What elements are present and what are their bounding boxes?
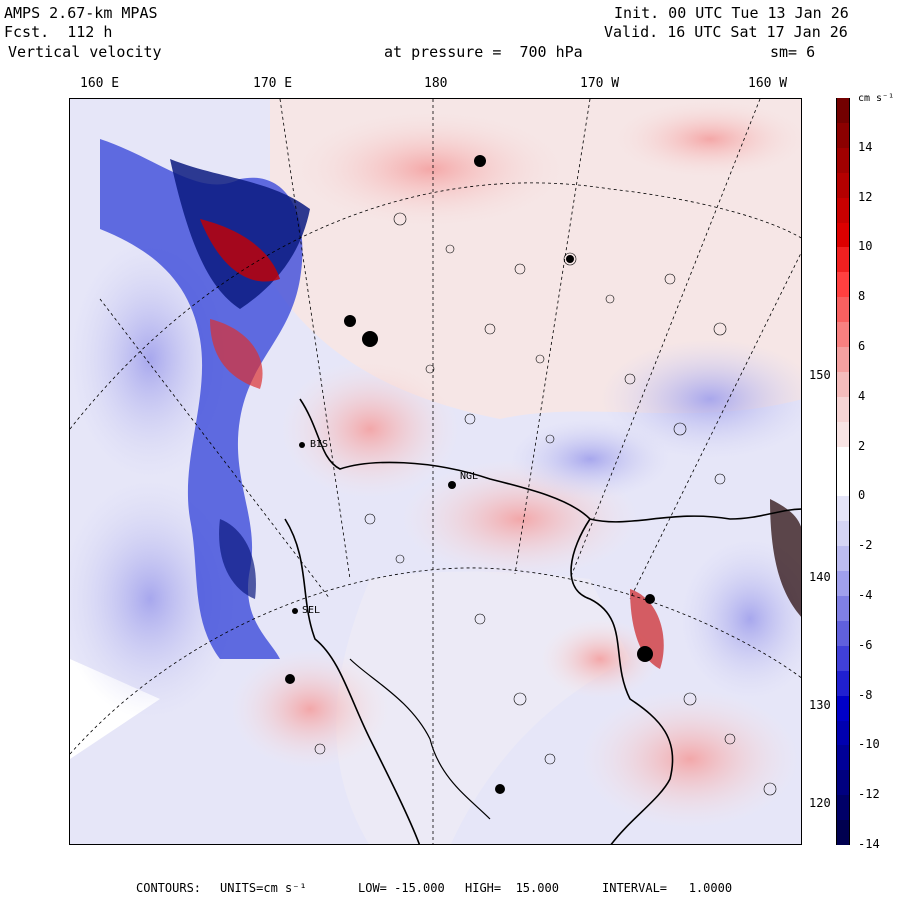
- red-patch: [540, 619, 660, 699]
- colorbar-tick-label: 8: [858, 289, 866, 304]
- colorbar-segment: [837, 396, 849, 423]
- colorbar-tick-label: -6: [858, 637, 873, 652]
- contour-blobs: [314, 212, 777, 796]
- red-core: [210, 319, 263, 389]
- coastline: [284, 518, 421, 844]
- lon-label-180: 180: [424, 76, 448, 91]
- dark-core: [770, 499, 801, 617]
- colorbar-tick-label: 6: [858, 339, 866, 353]
- colorbar-units: cm s⁻¹: [858, 93, 895, 104]
- colorbar-segment: [837, 197, 849, 223]
- lon-label-160e: 160 E: [80, 76, 120, 91]
- graticule: [70, 99, 801, 844]
- colorbar-segment: [837, 471, 849, 497]
- red-patch: [580, 689, 800, 829]
- coastline: [570, 518, 674, 844]
- colorbar-tick-label: -2: [858, 538, 873, 553]
- colorbar-segment: [837, 695, 849, 721]
- colorbar-segment: [837, 297, 849, 323]
- red-patch: [610, 99, 801, 179]
- footer-high: HIGH= 15.000: [465, 881, 559, 895]
- site-label-ngl: NGL: [460, 471, 479, 482]
- colorbar-segment: [837, 371, 849, 398]
- forecast-hour: Fcst. 112 h: [4, 23, 113, 41]
- colorbar-segment: [837, 795, 849, 821]
- colorbar-segment: [837, 745, 849, 771]
- colorbar-segment: [837, 247, 849, 273]
- colorbar-segment: [837, 122, 849, 149]
- dark-core: [219, 519, 256, 599]
- colorbar-tick-label: -14: [858, 837, 880, 851]
- lon-label-170e: 170 E: [253, 76, 293, 91]
- red-patch: [230, 649, 390, 769]
- colorbar-segment: [837, 272, 849, 298]
- red-core: [200, 219, 280, 282]
- blue-patch: [600, 339, 801, 459]
- lon-label-170w: 170 W: [580, 76, 620, 91]
- colorbar-segment: [837, 322, 849, 348]
- colorbar-tick-label: 10: [858, 239, 873, 254]
- pressure-level: at pressure = 700 hPa: [384, 43, 583, 61]
- init-time: Init. 00 UTC Tue 13 Jan 26: [614, 4, 849, 22]
- strong-cells: [285, 155, 655, 794]
- colorbar-segment: [837, 172, 849, 199]
- coastline: [299, 398, 801, 523]
- colorbar-segment: [837, 820, 849, 846]
- colorbar-tick-label: -4: [858, 588, 873, 602]
- colorbar-segment: [837, 546, 849, 572]
- footer-units: UNITS=cm s⁻¹: [220, 881, 307, 895]
- colorbar-segment: [837, 596, 849, 622]
- footer-contours: CONTOURS:: [136, 881, 202, 895]
- smoothing-label: sm= 6: [770, 43, 816, 61]
- grounding-line: [349, 658, 491, 820]
- colorbar-segment: [837, 421, 849, 448]
- map-svg: [70, 99, 801, 844]
- field-name: Vertical velocity: [8, 43, 162, 61]
- red-patch: [290, 109, 570, 229]
- colorbar-segment: [837, 720, 849, 746]
- colorbar-segment: [837, 521, 849, 547]
- colorbar-segment: [837, 670, 849, 697]
- valid-time: Valid. 16 UTC Sat 17 Jan 26: [604, 23, 848, 41]
- lon-label-160w: 160 W: [748, 76, 788, 91]
- colorbar-tick-label: 14: [858, 139, 873, 154]
- colorbar-tick-label: 0: [858, 488, 866, 503]
- colorbar: [836, 98, 850, 846]
- colorbar-tick-label: 12: [858, 189, 873, 204]
- colorbar-segment: [837, 496, 849, 522]
- site-label-bis: BIS: [310, 439, 329, 450]
- blue-patch: [680, 539, 801, 699]
- footer-interval: INTERVAL= 1.0000: [602, 881, 733, 895]
- colorbar-tick-label: 4: [858, 388, 866, 403]
- colorbar-segment: [837, 98, 849, 124]
- blue-patch: [510, 419, 670, 499]
- footer-low: LOW= -15.000: [358, 881, 445, 895]
- map-panel: NGL SEL BIS: [69, 98, 802, 845]
- colorbar-segment: [837, 446, 849, 472]
- colorbar-segment: [837, 645, 849, 672]
- colorbar-segment: [837, 770, 849, 796]
- colorbar-segment: [837, 620, 849, 647]
- colorbar-segment: [837, 571, 849, 597]
- red-core: [630, 589, 664, 669]
- colorbar-tick-label: -12: [858, 787, 880, 802]
- colorbar-segment: [837, 347, 849, 373]
- colorbar-segment: [837, 222, 849, 248]
- site-markers: [292, 442, 456, 614]
- colorbar-tick-label: -8: [858, 687, 873, 702]
- colorbar-segment: [837, 147, 849, 174]
- colorbar-tick-label: 2: [858, 438, 866, 453]
- site-label-sel: SEL: [302, 605, 321, 616]
- model-title: AMPS 2.67-km MPAS: [4, 4, 158, 22]
- colorbar-tick-label: -10: [858, 737, 880, 752]
